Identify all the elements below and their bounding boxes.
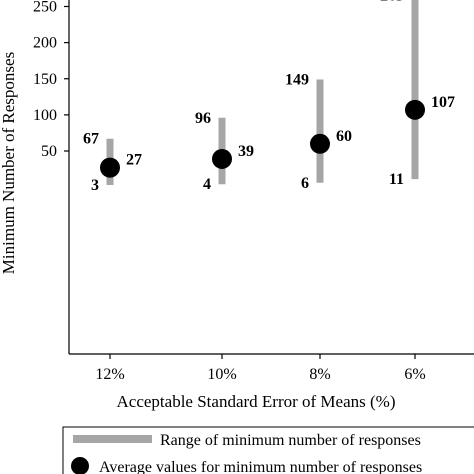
average-point bbox=[100, 157, 120, 178]
x-tick-label: 6% bbox=[404, 366, 425, 383]
range-max-label: 149 bbox=[285, 71, 309, 88]
range-min-label: 3 bbox=[91, 177, 99, 194]
y-axis-title: Minimum Number of Responses bbox=[0, 52, 18, 274]
x-axis-ticks: 12% 10% 8% 6% bbox=[95, 354, 426, 383]
y-tick-label: 200 bbox=[33, 35, 57, 52]
average-points bbox=[100, 99, 425, 178]
x-tick-label: 12% bbox=[95, 366, 124, 383]
average-point bbox=[405, 99, 425, 120]
range-max-label: 67 bbox=[83, 131, 99, 148]
average-point bbox=[310, 133, 330, 154]
legend-point-label: Average values for minimum number of res… bbox=[99, 459, 422, 474]
x-tick-label: 8% bbox=[309, 366, 330, 383]
range-min-label: 6 bbox=[301, 175, 309, 192]
average-value-label: 107 bbox=[431, 94, 455, 111]
range-min-label: 4 bbox=[203, 176, 211, 193]
average-point bbox=[212, 148, 232, 169]
legend-point-swatch bbox=[71, 457, 89, 474]
data-labels: 67 3 27 96 4 39 149 6 60 265 11 107 bbox=[83, 0, 455, 194]
y-axis-ticks: 50 100 150 200 250 bbox=[33, 0, 69, 160]
average-value-label: 39 bbox=[238, 143, 254, 160]
y-tick-label: 50 bbox=[41, 143, 57, 160]
range-min-label: 11 bbox=[389, 171, 404, 188]
range-bars bbox=[106, 0, 419, 185]
legend-box bbox=[62, 426, 474, 474]
y-tick-label: 150 bbox=[33, 71, 57, 88]
x-tick-label: 10% bbox=[207, 366, 236, 383]
x-axis-title: Acceptable Standard Error of Means (%) bbox=[117, 392, 396, 411]
y-tick-label: 100 bbox=[33, 107, 57, 124]
range-max-label: 96 bbox=[195, 110, 211, 127]
legend-range-label: Range of minimum number of responses bbox=[160, 432, 421, 449]
average-value-label: 60 bbox=[336, 128, 352, 145]
y-tick-label: 250 bbox=[33, 0, 57, 16]
range-max-label: 265 bbox=[380, 0, 404, 5]
average-value-label: 27 bbox=[126, 152, 142, 169]
legend: Range of minimum number of responses Ave… bbox=[62, 426, 474, 474]
